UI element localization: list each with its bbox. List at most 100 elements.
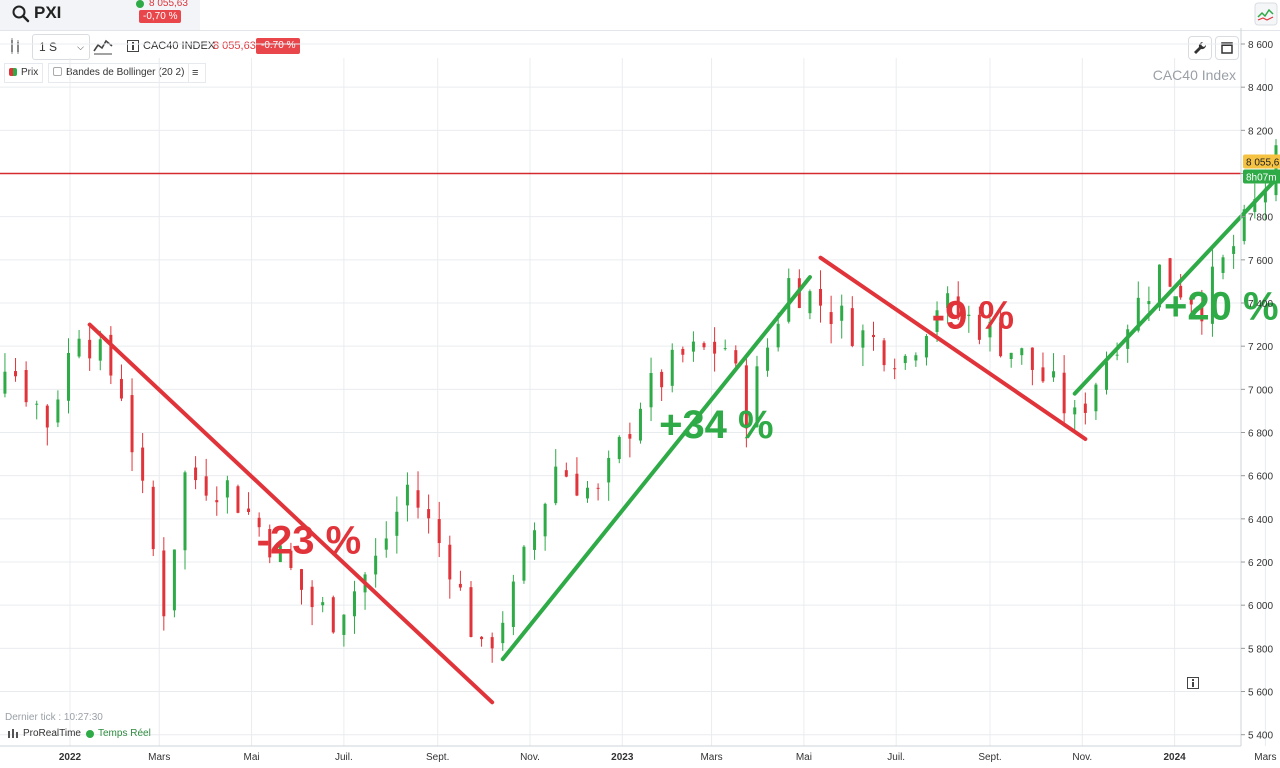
- candle-body: [713, 341, 717, 354]
- candle-body: [1094, 384, 1098, 412]
- candle-body: [575, 473, 579, 496]
- candle-body: [755, 366, 759, 427]
- header-price: 8 055,63: [149, 0, 188, 9]
- wrench-icon: [1194, 41, 1207, 54]
- candle-body: [300, 569, 304, 590]
- candle-body: [437, 519, 441, 544]
- last-price-label: 8 055,6: [1246, 157, 1280, 168]
- trend-line: [1072, 172, 1280, 396]
- candle-body: [236, 486, 240, 513]
- candle-body: [289, 550, 293, 568]
- x-tick-label: Mars: [148, 752, 170, 763]
- trend-line: [500, 275, 812, 662]
- trend-label: -9 %: [932, 293, 1014, 337]
- candle-body: [45, 405, 49, 428]
- candle-body: [522, 546, 526, 581]
- trend-label: +34 %: [659, 403, 774, 447]
- x-tick-label: Juil.: [887, 752, 905, 763]
- candle-body: [119, 378, 123, 399]
- y-tick-label: 7 800: [1248, 213, 1273, 224]
- legend-bollinger[interactable]: Bandes de Bollinger (20 2): [48, 63, 190, 83]
- y-tick-label: 6 000: [1248, 601, 1273, 612]
- candles-logo-icon: [8, 729, 18, 738]
- candle-body: [56, 399, 60, 423]
- candle-body: [321, 602, 325, 606]
- drag-handle-icon[interactable]: [8, 38, 22, 54]
- candle-body: [3, 371, 7, 394]
- chart-type-icon[interactable]: [93, 37, 113, 55]
- info-icon[interactable]: [1187, 677, 1199, 689]
- candle-body: [130, 395, 134, 453]
- candle-body: [310, 586, 314, 608]
- symbol-search[interactable]: PXI 8 055,63 -0,70 %: [0, 0, 200, 30]
- x-tick-label: Juil.: [335, 752, 353, 763]
- candle-body: [194, 467, 198, 481]
- candle-body: [172, 549, 176, 611]
- x-tick-label: Sept.: [426, 752, 449, 763]
- y-tick-label: 5 800: [1248, 644, 1273, 655]
- candle-body: [405, 484, 409, 506]
- x-tick-label: Sept.: [978, 752, 1001, 763]
- candle-body: [871, 334, 875, 338]
- mini-chart-icon[interactable]: [1254, 2, 1278, 26]
- candle-body: [628, 434, 632, 439]
- y-tick-label: 6 400: [1248, 515, 1273, 526]
- candle-body: [384, 538, 388, 550]
- candle-body: [215, 500, 219, 503]
- candle-body: [681, 348, 685, 355]
- grid: [0, 43, 1266, 746]
- candle-body: [1136, 297, 1140, 331]
- countdown-tag: [1243, 169, 1280, 184]
- instrument-change-badge: -0.70 %: [256, 38, 301, 54]
- candle-body: [352, 591, 356, 617]
- candle-body: [14, 371, 18, 377]
- x-tick-label: 2022: [59, 752, 82, 763]
- y-tick-label: 7 400: [1248, 299, 1273, 310]
- legend-price[interactable]: Prix: [4, 63, 44, 83]
- candle-body: [1200, 303, 1204, 322]
- settings-button[interactable]: [1188, 36, 1212, 60]
- candle-body: [1179, 285, 1183, 298]
- candle-body: [850, 308, 854, 346]
- candle-body: [1083, 403, 1087, 413]
- candle-body: [977, 314, 981, 340]
- x-tick-label: 2024: [1163, 752, 1186, 763]
- candle-body: [1062, 372, 1066, 414]
- candle-body: [501, 622, 505, 644]
- candle-body: [427, 509, 431, 519]
- x-tick-label: Nov.: [520, 752, 540, 763]
- candle-body: [638, 408, 642, 441]
- window-button[interactable]: [1215, 36, 1239, 60]
- candle-body: [490, 637, 494, 649]
- y-tick-label: 7 600: [1248, 256, 1273, 267]
- header-change-badge: -0,70 %: [139, 10, 182, 23]
- candle-body: [1232, 246, 1236, 254]
- x-tick-label: Nov.: [1072, 752, 1092, 763]
- x-tick-label: Mai: [796, 752, 812, 763]
- candle-body: [66, 352, 70, 401]
- candle-body: [1052, 371, 1056, 378]
- candle-body: [543, 503, 547, 537]
- candle-body: [1030, 347, 1034, 370]
- interval-select[interactable]: 1 S ⌵: [32, 34, 90, 60]
- legend-list-button[interactable]: ≡: [188, 63, 206, 83]
- instrument-name: CAC40 INDEX: [143, 40, 216, 52]
- candle-body: [77, 338, 81, 357]
- legend-price-label: Prix: [21, 67, 39, 78]
- y-tick-label: 8 600: [1248, 40, 1273, 51]
- candle-body: [35, 403, 39, 405]
- candles: [3, 139, 1278, 663]
- chart-watermark: CAC40 Index: [1153, 67, 1236, 83]
- trend-lines: -23 %+34 %-9 %+20 %-13 %+16 %-17 %+21 %: [87, 172, 1280, 705]
- y-tick-label: 5 600: [1248, 688, 1273, 699]
- symbol-name: PXI: [34, 3, 62, 22]
- candle-body: [183, 472, 187, 551]
- candle-body: [586, 487, 589, 499]
- instrument-info-icon[interactable]: [127, 40, 139, 52]
- candle-body: [98, 339, 102, 361]
- price-swatch-icon: [9, 68, 17, 76]
- candle-body: [1105, 361, 1109, 390]
- candle-body: [924, 336, 928, 358]
- realtime-dot: [86, 730, 94, 738]
